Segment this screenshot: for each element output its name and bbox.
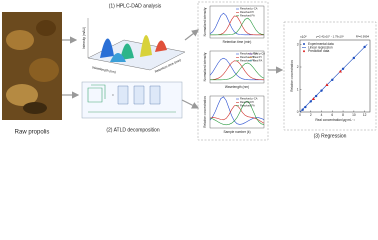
legend-label: Resolved PI — [240, 10, 254, 14]
panel-x-label: Sample number (k) — [223, 130, 250, 134]
r2: R²=0.9994 — [356, 35, 370, 39]
chart-title: (3) Regression — [314, 133, 347, 139]
profile-curve — [209, 105, 265, 124]
profile-panels: Normalized intensity Retention time (min)… — [203, 5, 265, 134]
x-tick-label: 12 — [363, 113, 367, 117]
legend-label: Resolved FA — [240, 58, 255, 62]
bracket — [283, 21, 377, 131]
x-tick-label: 6 — [331, 113, 333, 117]
photo-label: Raw propolis — [15, 130, 50, 136]
legend-label: Resolved p-CA — [240, 52, 258, 56]
y-tick-label: 2 — [297, 65, 299, 69]
x-tick-label: 10 — [352, 113, 356, 117]
data-point — [304, 105, 307, 109]
y-tick-label: 3 — [297, 42, 299, 46]
diagram: Raw propolis (1) HPLC-DAD analysis Inten… — [2, 1, 377, 141]
legend-label: Linear regression — [308, 45, 333, 49]
legend-label: Resolved p-CA — [240, 7, 258, 11]
panel-y-label: Normalized intensity — [203, 7, 207, 36]
panel-frame — [209, 95, 265, 129]
legend-label: Resolved PI — [240, 100, 254, 104]
equation: y=2.42x10⁴ - 1.79x10³ — [316, 35, 344, 39]
step2-title: (2) ATLD decomposition — [106, 127, 159, 133]
y-tick-label: 0 — [297, 110, 299, 114]
legend-label: Real FA — [253, 58, 262, 62]
prediction-point — [311, 97, 316, 100]
data-point — [301, 108, 304, 111]
panel-y-label: Normalized intensity — [203, 52, 207, 81]
profile-curve — [209, 96, 265, 125]
symbol: = — [112, 93, 114, 97]
prediction-point — [338, 69, 342, 73]
legend-label: Resolved p-CA — [240, 97, 258, 101]
panel-frame — [209, 5, 265, 39]
profile-curve — [209, 100, 265, 126]
legend-label: Resolved PI — [240, 55, 254, 59]
profile-curve — [210, 17, 265, 36]
propolis-photo — [2, 12, 62, 120]
legend-label: Real PI — [253, 55, 262, 59]
axis-label: Intensity (mAU) — [82, 27, 86, 49]
bracket — [197, 1, 269, 141]
panel-x-label: Retention time (min) — [223, 40, 252, 44]
x-axis-label: Real concentration/µg·mL⁻¹ — [315, 118, 354, 122]
profile-curve — [209, 57, 264, 81]
page: Raw propolis (1) HPLC-DAD analysis Inten… — [2, 1, 377, 141]
prediction-point — [325, 83, 329, 86]
regression-line — [299, 44, 368, 113]
legend-label: Resolved FA — [240, 13, 255, 17]
x-tick-label: 8 — [342, 113, 344, 117]
x-tick-label: 2 — [310, 113, 312, 117]
legend-label: Experimental data — [308, 42, 334, 46]
arrow — [181, 99, 200, 109]
step1-title: (1) HPLC-DAD analysis — [109, 3, 162, 9]
legend-label: Real p-CA — [253, 52, 265, 56]
y-tick-label: 1 — [297, 87, 299, 91]
axis-label: Wavelength (nm) — [92, 65, 116, 74]
x-tick-label: 0 — [299, 113, 301, 117]
y-axis-label: Relative concentration — [290, 60, 294, 92]
profile-curve — [210, 62, 265, 81]
atld-box: = — [81, 81, 183, 119]
legend-label: Prediction data — [308, 49, 329, 53]
panel-y-label: Relative concentration — [203, 96, 207, 128]
legend-swatch — [303, 43, 305, 45]
legend-label: Resolved FA — [240, 103, 255, 107]
panel-x-label: Wavelength (nm) — [225, 85, 249, 89]
y-multiplier: ×10⁵ — [300, 35, 307, 39]
x-tick-label: 4 — [321, 113, 323, 117]
arrow — [184, 29, 199, 41]
legend-swatch — [303, 50, 305, 53]
surface-plot — [87, 18, 186, 71]
